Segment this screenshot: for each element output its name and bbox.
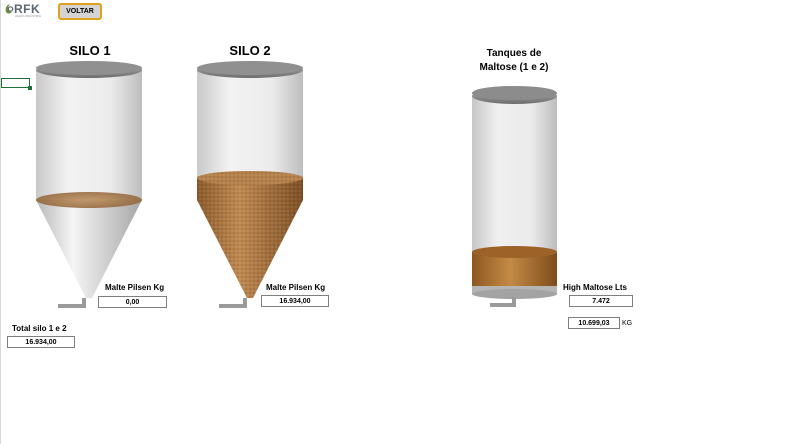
tank-kg-field[interactable]: 10.699,03 xyxy=(568,317,620,329)
silo-2-value-label: Malte Pilsen Kg xyxy=(266,283,326,292)
sheet-left-border xyxy=(0,0,1,444)
silo-1-body xyxy=(36,70,142,200)
tank-kg-unit: KG xyxy=(622,320,633,327)
tank-title-line-1: Tanques de xyxy=(486,48,542,59)
silo-1-graphic xyxy=(36,61,142,308)
silo-1-cone xyxy=(36,200,142,298)
logo-drop-icon xyxy=(5,4,14,14)
logo-text: RFK xyxy=(14,2,41,16)
tank-title-line-2: Maltose (1 e 2) xyxy=(479,62,549,73)
tank-title: Tanques de Maltose (1 e 2) xyxy=(459,47,569,75)
tank-value-label: High Maltose Lts xyxy=(563,283,628,292)
tank-maltose-surface xyxy=(472,246,557,258)
silo-1-malt-surface xyxy=(36,192,142,208)
total-label: Total silo 1 e 2 xyxy=(12,324,67,333)
tank-liters-field[interactable]: 7.472 xyxy=(569,295,633,307)
silo-2-graphic xyxy=(197,61,303,308)
selected-cell[interactable] xyxy=(1,78,32,90)
silo-2-outlet xyxy=(219,298,247,308)
silo-1-value-field[interactable]: 0,00 xyxy=(98,296,167,308)
silo-1-value-label: Malte Pilsen Kg xyxy=(105,283,165,292)
logo-tagline: AGRO-INDÚSTRIA xyxy=(15,14,42,18)
silo-2-title: SILO 2 xyxy=(229,43,271,58)
rfk-logo: RFK AGRO-INDÚSTRIA xyxy=(4,2,52,20)
silo-2-value-field[interactable]: 16.934,00 xyxy=(261,295,329,307)
silo-1-title: SILO 1 xyxy=(69,43,111,58)
silo-1-outlet xyxy=(58,298,86,308)
voltar-button[interactable]: VOLTAR xyxy=(58,3,102,20)
total-value-field[interactable]: 16.934,00 xyxy=(7,336,75,348)
tank-outlet xyxy=(490,297,516,307)
silo-2-body xyxy=(197,70,303,180)
maltose-tank-graphic xyxy=(472,86,557,307)
